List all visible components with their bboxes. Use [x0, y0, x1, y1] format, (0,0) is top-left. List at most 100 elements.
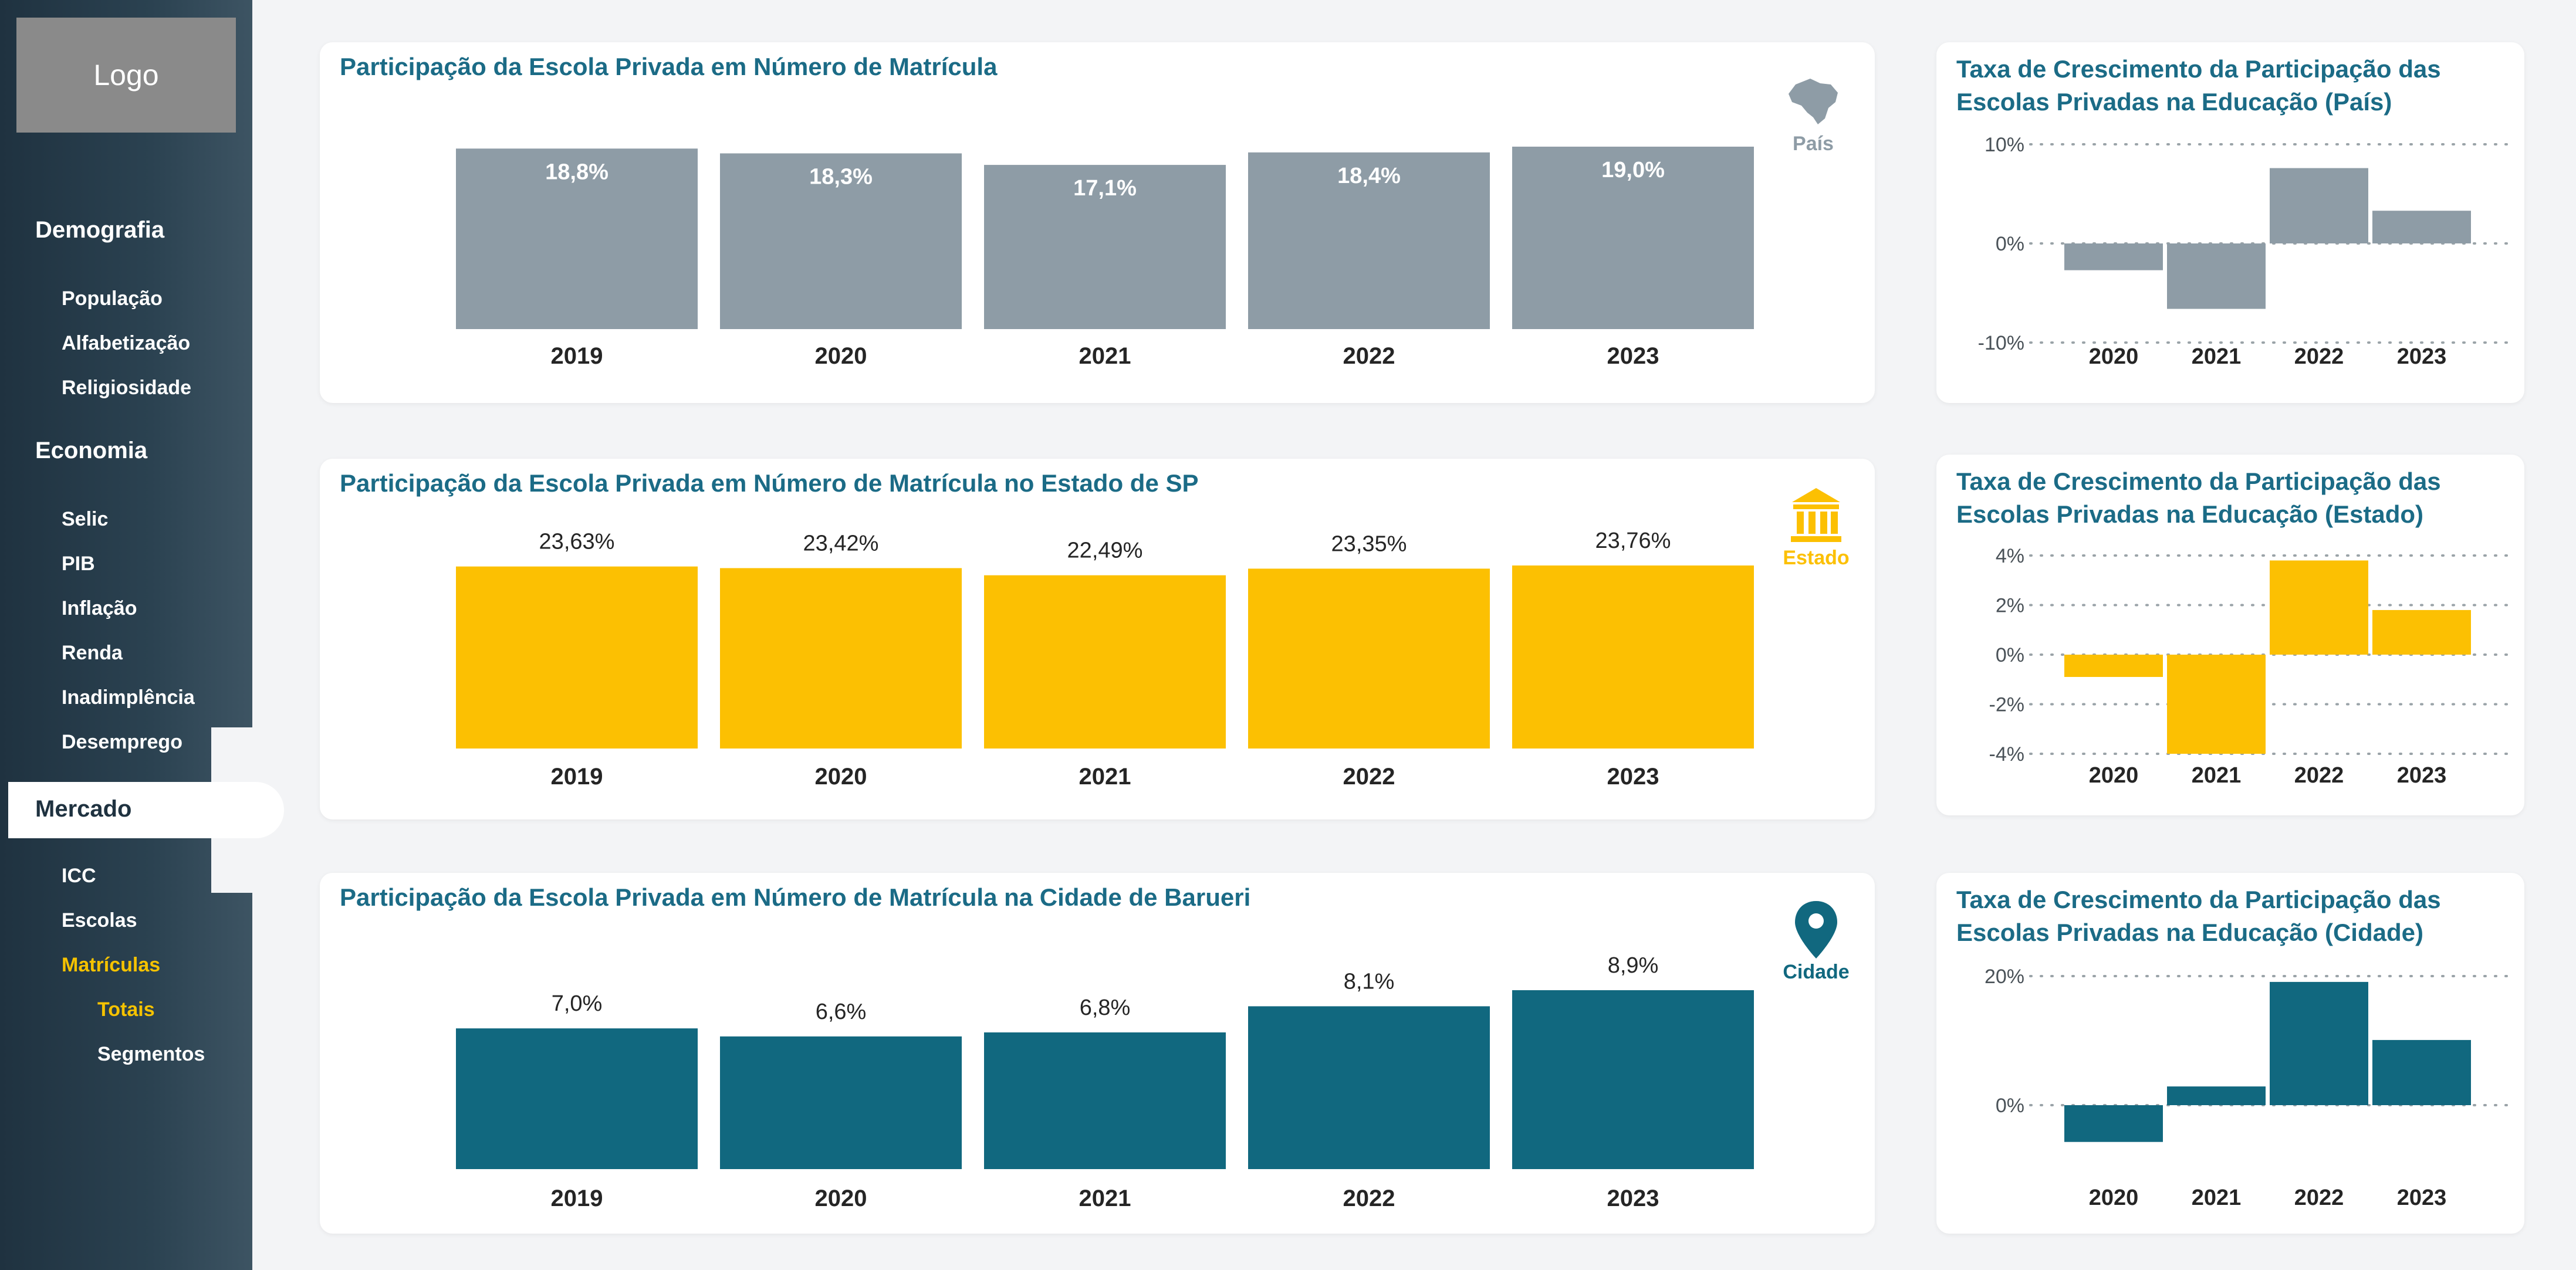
- nav-item-renda[interactable]: Renda: [62, 642, 123, 664]
- x-tick-label-2022: 2022: [2294, 1186, 2344, 1210]
- nav-section-mercado-label: Mercado: [35, 796, 132, 822]
- bar-2020: [720, 153, 962, 329]
- card-pais: Participação da Escola Privada em Número…: [320, 42, 1875, 403]
- growth-bar-2022: [2270, 560, 2368, 655]
- growth-chart-pais: 10% 0% -10% 2020 2021 2022 2023: [1978, 134, 2510, 369]
- badge-pais: País: [1793, 133, 1834, 155]
- chart-title-estado: Participação da Escola Privada em Número…: [340, 469, 1199, 497]
- growth-title-cidade: Taxa de Crescimento da Participação das …: [1956, 886, 2441, 946]
- card-growth-cidade: Taxa de Crescimento da Participação das …: [1936, 873, 2524, 1234]
- bar-2020: [720, 568, 962, 749]
- brazil-map-icon: [1789, 79, 1838, 124]
- growth-bar-2023: [2372, 609, 2471, 655]
- bar-2023: [1512, 565, 1754, 749]
- value-label-2019: 23,63%: [539, 530, 615, 554]
- bar-2021: [984, 575, 1226, 749]
- value-label-2022: 18,4%: [1337, 164, 1401, 188]
- value-label-2021: 22,49%: [1067, 539, 1143, 563]
- growth-bar-2023: [2372, 1039, 2471, 1105]
- x-tick-label-2019: 2019: [551, 764, 603, 790]
- x-tick-label-2020: 2020: [815, 764, 867, 790]
- x-tick-label-2020: 2020: [2089, 763, 2139, 788]
- bar-2019: [456, 566, 698, 749]
- growth-bar-2023: [2372, 211, 2471, 243]
- nav-item-religiosidade[interactable]: Religiosidade: [62, 377, 192, 399]
- bar-2022: [1248, 1006, 1490, 1169]
- value-label-2022: 23,35%: [1331, 531, 1407, 556]
- x-tick-label-2022: 2022: [1343, 764, 1395, 790]
- nav-item-pib[interactable]: PIB: [62, 553, 95, 575]
- logo: Logo: [16, 18, 236, 133]
- chart-estado: 23,63% 2019 23,42% 2020 22,49% 2021 23,35% 2022…: [456, 529, 1754, 790]
- x-tick-label-2021: 2021: [2192, 344, 2242, 369]
- growth-title-estado: Taxa de Crescimento da Participação das …: [1956, 468, 2441, 528]
- growth-chart-estado: 4% 2% 0% -2% -4% 2020 2021 2022 2023: [1989, 545, 2510, 788]
- sidebar: Logo Demografia População Alfabetização …: [0, 0, 252, 1270]
- x-tick-label-2023: 2023: [1607, 1186, 1659, 1211]
- nav-subitem-segmentos[interactable]: Segmentos: [97, 1043, 205, 1065]
- x-tick-label-2023: 2023: [1607, 764, 1659, 790]
- nav-item-inflacao[interactable]: Inflação: [62, 597, 137, 619]
- value-label-2023: 19,0%: [1601, 158, 1665, 182]
- x-tick-label-2019: 2019: [551, 343, 603, 369]
- x-tick-label-2021: 2021: [2192, 1186, 2242, 1210]
- value-label-2020: 18,3%: [809, 164, 873, 189]
- badge-estado: Estado: [1783, 547, 1850, 569]
- y-tick-label: 10%: [1985, 134, 2024, 156]
- x-tick-label-2019: 2019: [551, 1186, 603, 1211]
- nav-item-populacao[interactable]: População: [62, 287, 163, 310]
- nav-item-inadimplencia[interactable]: Inadimplência: [62, 686, 195, 709]
- nav-item-matriculas[interactable]: Matrículas: [62, 954, 161, 976]
- x-tick-label-2023: 2023: [2397, 1186, 2447, 1210]
- bar-2023: [1512, 147, 1754, 329]
- nav-item-icc[interactable]: ICC: [62, 865, 96, 887]
- badge-cidade: Cidade: [1783, 961, 1850, 983]
- y-tick-label: -4%: [1989, 743, 2024, 766]
- government-building-icon: [1791, 488, 1841, 542]
- nav-item-escolas[interactable]: Escolas: [62, 909, 137, 932]
- bar-2021: [984, 1032, 1226, 1169]
- card-growth-estado: Taxa de Crescimento da Participação das …: [1936, 455, 2524, 815]
- x-tick-label-2020: 2020: [815, 343, 867, 369]
- y-tick-label: 4%: [1996, 545, 2024, 567]
- x-tick-label-2022: 2022: [2294, 344, 2344, 369]
- bar-2019: [456, 1028, 698, 1169]
- nav-section-demografia[interactable]: Demografia: [35, 217, 165, 243]
- nav-item-alfabetizacao[interactable]: Alfabetização: [62, 332, 191, 354]
- value-label-2020: 6,6%: [816, 1000, 867, 1024]
- growth-bar-2020: [2064, 655, 2163, 678]
- card-estado: Participação da Escola Privada em Número…: [320, 459, 1875, 819]
- x-tick-label-2020: 2020: [815, 1186, 867, 1211]
- value-label-2021: 6,8%: [1080, 995, 1131, 1020]
- growth-bar-2020: [2064, 1105, 2163, 1142]
- card-growth-pais: Taxa de Crescimento da Participação das …: [1936, 42, 2524, 403]
- sidebar-notch: [211, 727, 252, 782]
- bar-2021: [984, 165, 1226, 329]
- nav-item-selic[interactable]: Selic: [62, 508, 109, 530]
- growth-bar-2021: [2167, 655, 2266, 754]
- growth-bar-2021: [2167, 1086, 2266, 1105]
- value-label-2021: 17,1%: [1073, 176, 1137, 201]
- value-label-2019: 7,0%: [552, 991, 603, 1016]
- x-tick-label-2021: 2021: [2192, 763, 2242, 788]
- x-tick-label-2023: 2023: [2397, 344, 2447, 369]
- bar-2019: [456, 148, 698, 329]
- x-tick-label-2023: 2023: [2397, 763, 2447, 788]
- chart-title-cidade: Participação da Escola Privada em Número…: [340, 883, 1251, 911]
- bar-2022: [1248, 568, 1490, 749]
- value-label-2022: 8,1%: [1344, 969, 1395, 994]
- nav-section-economia[interactable]: Economia: [35, 438, 148, 463]
- nav-section-mercado[interactable]: Mercado: [8, 782, 284, 838]
- x-tick-label-2022: 2022: [2294, 763, 2344, 788]
- x-tick-label-2020: 2020: [2089, 344, 2139, 369]
- location-pin-icon: [1795, 901, 1837, 959]
- bar-2020: [720, 1036, 962, 1169]
- x-tick-label-2021: 2021: [1079, 1186, 1131, 1211]
- y-tick-label: -2%: [1989, 694, 2024, 716]
- y-tick-label: 0%: [1996, 233, 2024, 255]
- nav-item-desemprego[interactable]: Desemprego: [62, 731, 182, 753]
- nav-subitem-totais[interactable]: Totais: [97, 998, 155, 1021]
- bar-2022: [1248, 152, 1490, 329]
- x-tick-label-2022: 2022: [1343, 343, 1395, 369]
- chart-title-pais: Participação da Escola Privada em Número…: [340, 53, 998, 80]
